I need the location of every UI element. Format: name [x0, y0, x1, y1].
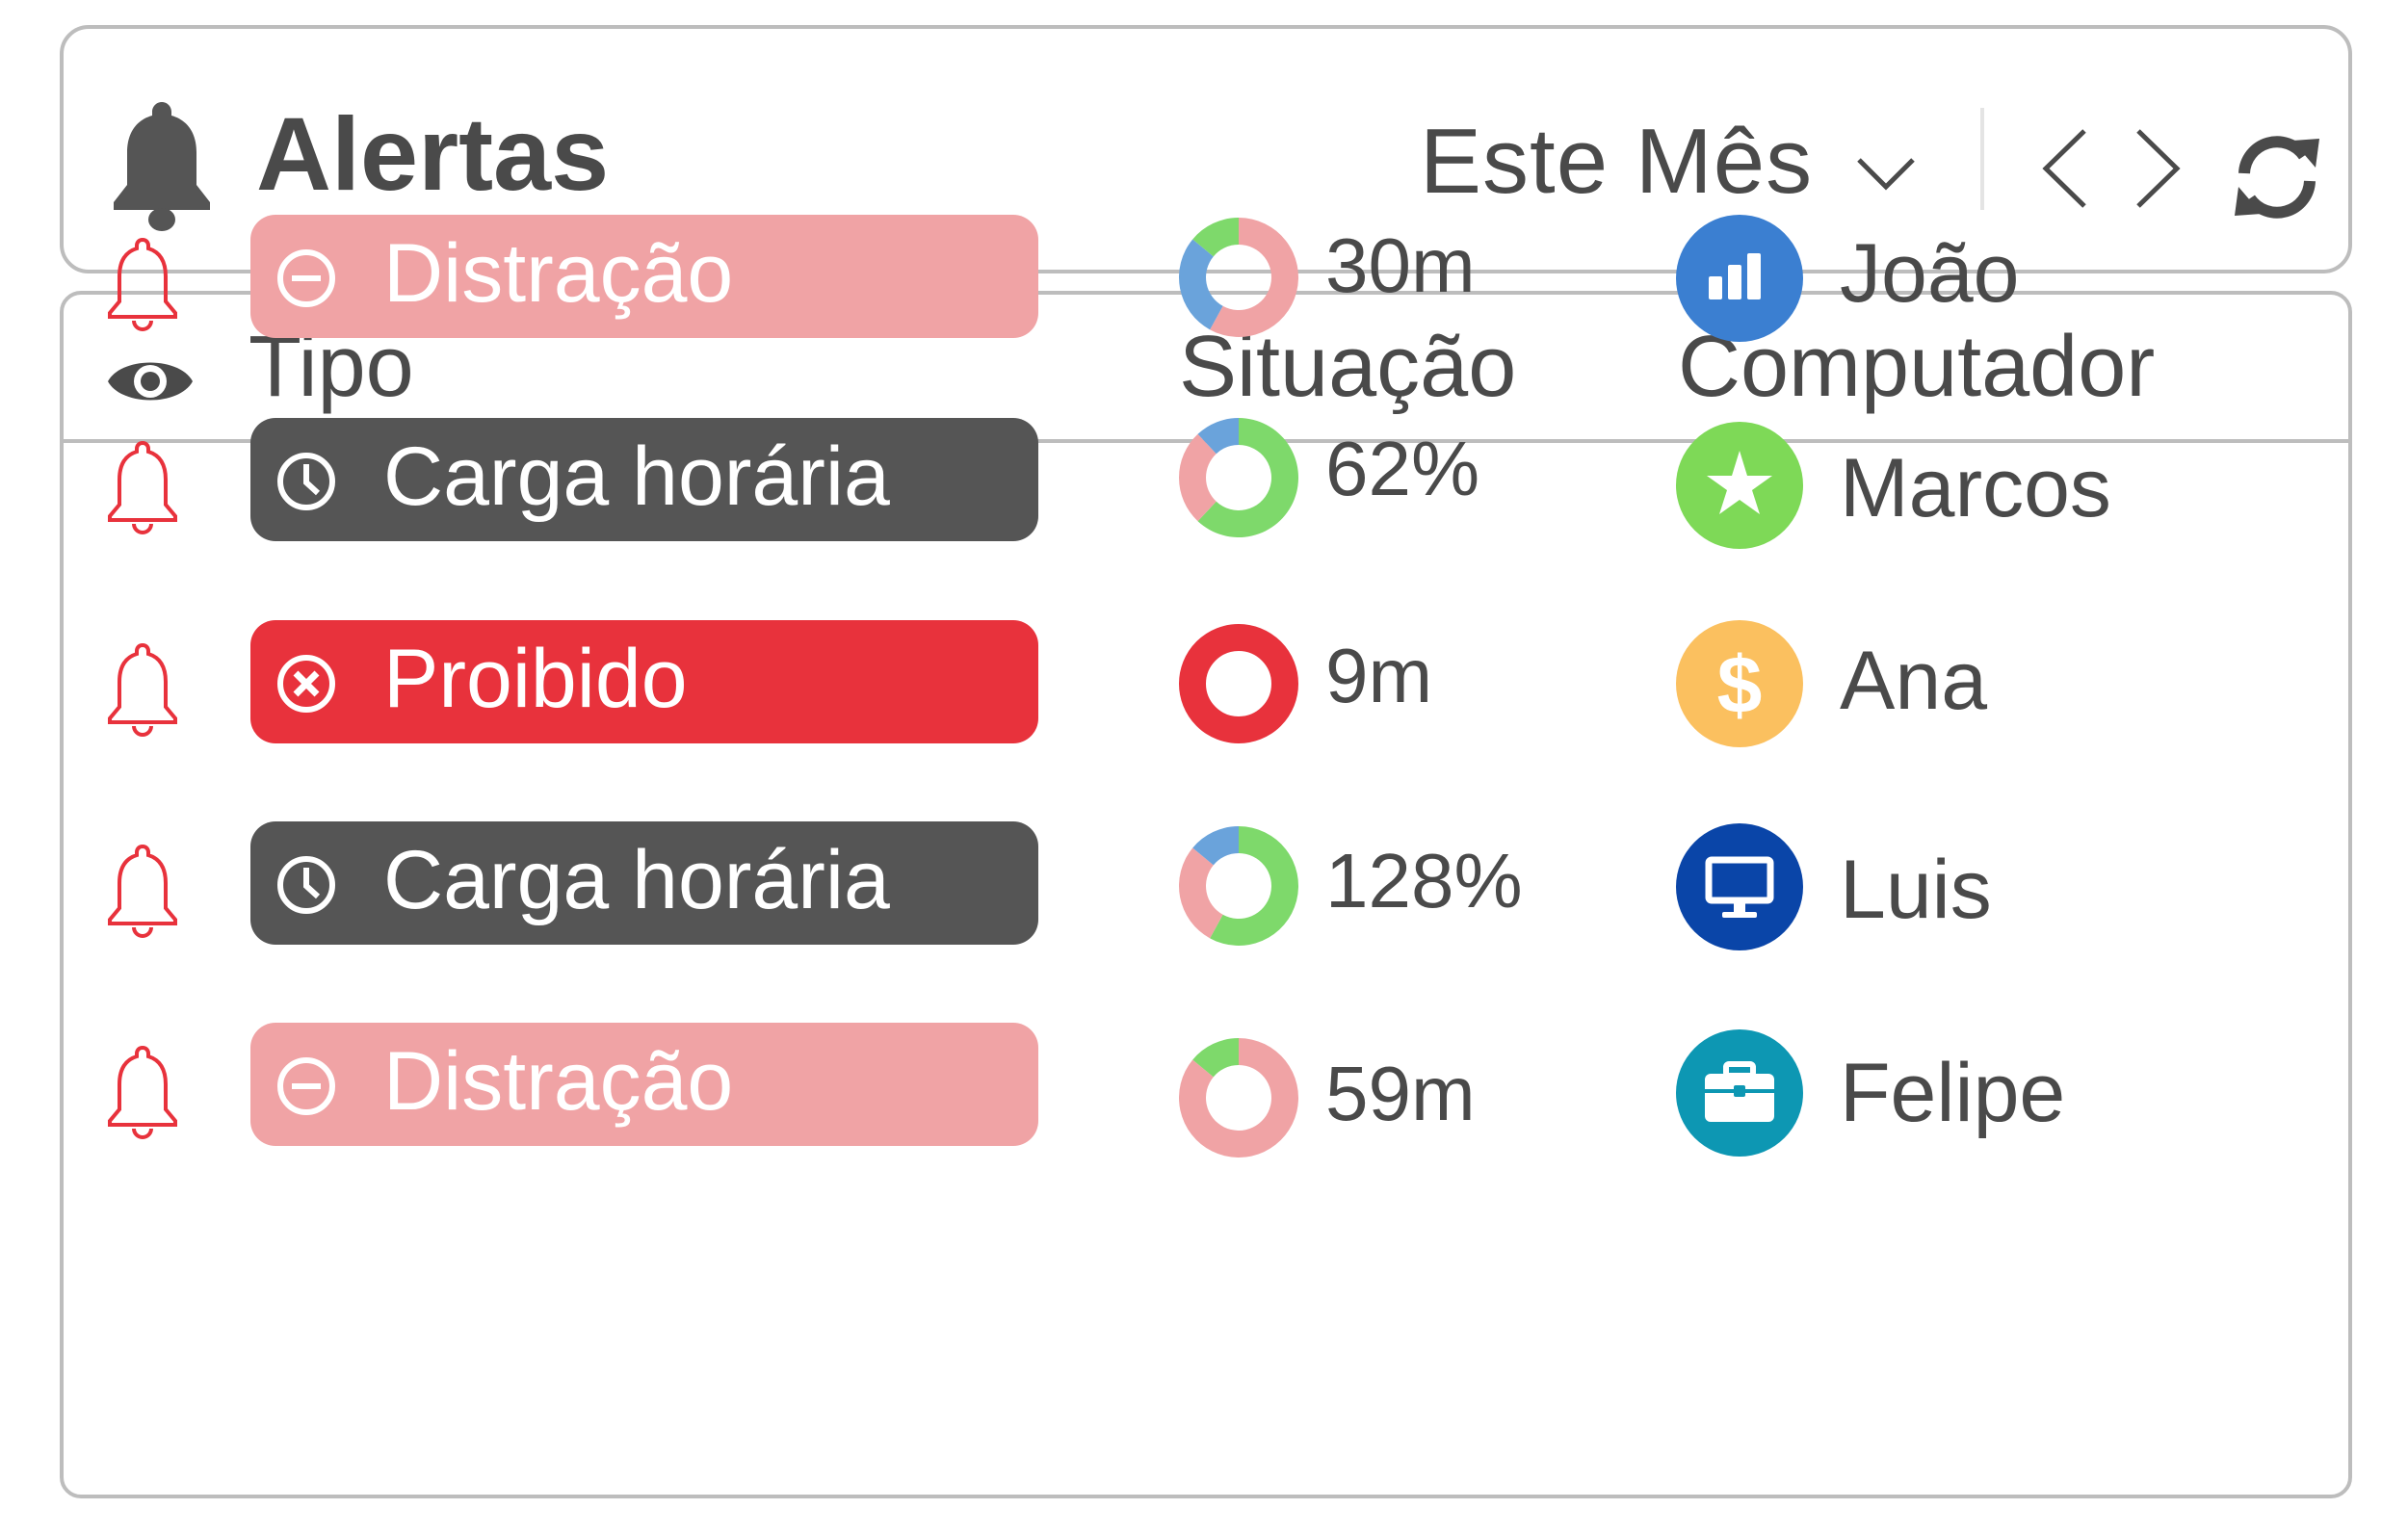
type-label: Carga horária: [383, 834, 890, 926]
alerts-table: Tipo Situação Computador Distração 30m Joã…: [60, 215, 2352, 1498]
computer-name[interactable]: Ana: [1840, 635, 1988, 727]
type-label: Distração: [383, 1035, 734, 1128]
donut-segment: [1179, 847, 1223, 939]
refresh-icon[interactable]: [2229, 129, 2325, 225]
chevron-down-icon[interactable]: [1855, 154, 1917, 193]
computer-avatar[interactable]: [1676, 422, 1803, 549]
donut-segment: [1179, 1038, 1298, 1158]
divider: [1980, 108, 1984, 210]
donut-segment: [1197, 418, 1298, 537]
chevron-left-icon[interactable]: [2036, 125, 2094, 212]
monitor-icon: [1705, 856, 1774, 918]
star-icon: [1707, 451, 1772, 514]
donut-segment: [1192, 218, 1239, 257]
chevron-right-icon[interactable]: [2129, 125, 2186, 212]
bell-icon: [114, 102, 210, 231]
chart-bars-icon: [1709, 253, 1761, 299]
x-circle-icon: [277, 655, 335, 713]
svg-text:$: $: [1717, 639, 1763, 730]
computer-avatar[interactable]: $: [1676, 620, 1803, 747]
computer-name[interactable]: Luis: [1840, 844, 1992, 936]
type-label: Distração: [383, 227, 734, 320]
status-donut-chart: [1179, 218, 1298, 337]
status-value: 62%: [1325, 426, 1480, 511]
period-dropdown[interactable]: Este Mês: [1420, 110, 1814, 213]
donut-segment: [1197, 418, 1239, 455]
type-label: Carga horária: [383, 430, 890, 523]
status-donut-chart: [1179, 1038, 1298, 1158]
donut-segment: [1192, 826, 1239, 866]
briefcase-icon: [1705, 1061, 1774, 1122]
status-value: 9m: [1325, 633, 1433, 718]
type-badge[interactable]: Carga horária: [250, 418, 1038, 541]
donut-segment: [1210, 218, 1298, 337]
donut-segment: [1179, 624, 1298, 743]
computer-avatar[interactable]: [1676, 823, 1803, 950]
bell-icon: [108, 844, 177, 938]
type-badge[interactable]: Distração: [250, 215, 1038, 338]
computer-avatar[interactable]: [1676, 1029, 1803, 1157]
eye-icon[interactable]: [104, 347, 196, 416]
computer-avatar[interactable]: [1676, 215, 1803, 342]
minus-circle-icon: [277, 1057, 335, 1115]
table-row[interactable]: Distração 30m João: [64, 215, 2348, 359]
donut-segment: [1179, 433, 1217, 522]
bell-icon: [108, 237, 177, 331]
dollar-icon: $: [1717, 639, 1763, 730]
status-value: 59m: [1325, 1051, 1476, 1136]
donut-segment: [1192, 1038, 1239, 1078]
donut-segment: [1210, 826, 1298, 946]
column-header-tipo[interactable]: Tipo: [249, 319, 414, 415]
type-label: Proibido: [383, 633, 688, 725]
table-row[interactable]: Carga horária 62% Marcos: [64, 418, 2348, 562]
bell-icon: [108, 642, 177, 737]
type-badge[interactable]: Carga horária: [250, 821, 1038, 945]
type-badge[interactable]: Distração: [250, 1023, 1038, 1146]
computer-name[interactable]: Felipe: [1840, 1047, 2066, 1139]
donut-segment: [1179, 239, 1223, 330]
minus-circle-icon: [277, 249, 335, 307]
computer-name[interactable]: Marcos: [1840, 442, 2111, 534]
table-row[interactable]: Distração 59m Felipe: [64, 1023, 2348, 1167]
computer-name[interactable]: João: [1840, 227, 2020, 320]
page-title: Alertas: [256, 95, 610, 212]
status-donut-chart: [1179, 624, 1298, 743]
clock-icon: [277, 453, 335, 510]
bell-icon: [108, 440, 177, 534]
bell-icon: [108, 1045, 177, 1139]
type-badge[interactable]: Proibido: [250, 620, 1038, 743]
status-donut-chart: [1179, 826, 1298, 946]
status-value: 128%: [1325, 838, 1523, 924]
clock-icon: [277, 856, 335, 914]
status-donut-chart: [1179, 418, 1298, 537]
column-header-situacao[interactable]: Situação: [1179, 319, 1517, 415]
status-value: 30m: [1325, 222, 1476, 308]
table-row[interactable]: Carga horária 128% Luis: [64, 821, 2348, 966]
table-row[interactable]: Proibido 9m $ Ana: [64, 620, 2348, 765]
